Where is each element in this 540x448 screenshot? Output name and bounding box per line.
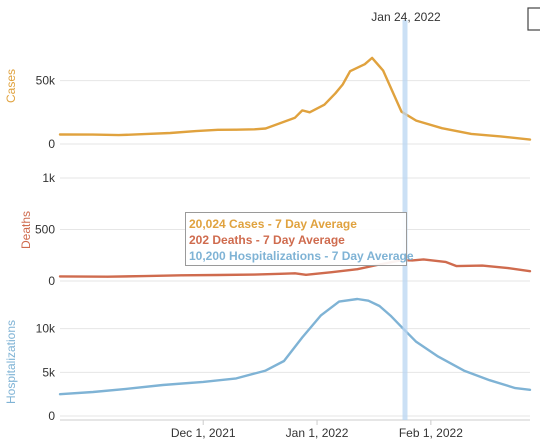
deaths-point-1 [106, 275, 109, 278]
cases-point-22 [415, 119, 418, 122]
hospitalizations-point-17 [437, 355, 440, 358]
hospitalizations-point-6 [264, 369, 267, 372]
cases-point-20 [382, 69, 384, 72]
deaths-point-4 [217, 274, 219, 276]
cases-point-9 [264, 127, 267, 130]
deaths-point-3 [180, 274, 183, 277]
cases-point-5 [195, 130, 197, 133]
x-tick-label-0: Dec 1, 2021 [171, 426, 236, 440]
cases-point-14 [323, 103, 326, 106]
cases-y-tick-1: 50k [36, 74, 56, 88]
hospitalizations-point-0 [59, 393, 61, 396]
tooltip-hospitalizations-line: 10,200 Hospitalizations - 7 Day Average [189, 249, 414, 263]
cases-point-11 [294, 116, 296, 119]
deaths-point-8 [305, 273, 307, 276]
hospitalizations-point-14 [389, 314, 392, 317]
x-tick-label-1: Jan 1, 2022 [286, 426, 349, 440]
hospitalizations-y-axis-label: Hospitalizations [4, 320, 18, 404]
hospitalizations-point-12 [367, 299, 370, 302]
deaths-point-13 [411, 259, 414, 262]
cases-point-0 [59, 133, 61, 136]
axis-layer: 0 50k Cases 0 500 1k Deaths 0 5k 10k Hospitalizati… [4, 69, 530, 440]
cases-series-line [58, 56, 532, 141]
cases-point-24 [470, 133, 473, 135]
cases-point-18 [363, 63, 366, 66]
hospitalizations-point-19 [488, 379, 491, 382]
hospitalizations-point-20 [514, 387, 517, 389]
menu-button[interactable] [527, 7, 540, 31]
hospitalizations-point-21 [529, 388, 531, 391]
hospitalizations-point-9 [319, 314, 322, 317]
hospitalizations-point-5 [235, 377, 238, 380]
cases-point-10 [279, 122, 282, 124]
deaths-point-9 [330, 271, 333, 274]
deaths-y-tick-0: 0 [48, 274, 55, 288]
tooltip-cases-line: 20,024 Cases - 7 Day Average [189, 217, 357, 231]
deaths-point-6 [279, 272, 282, 275]
crosshair-label: Jan 24, 2022 [371, 10, 441, 24]
cases-point-7 [235, 128, 238, 131]
deaths-point-7 [294, 272, 296, 275]
hospitalizations-point-8 [301, 336, 304, 339]
deaths-point-19 [529, 270, 531, 273]
hospitalizations-series-line [58, 297, 532, 396]
hospitalizations-point-2 [125, 388, 127, 390]
grid-layer [60, 80, 530, 417]
hospitalizations-point-11 [356, 298, 359, 300]
hospitalizations-point-10 [338, 300, 340, 303]
cases-point-15 [334, 92, 337, 95]
tooltip-box [185, 212, 407, 266]
cases-point-23 [441, 127, 443, 130]
deaths-point-10 [356, 268, 359, 271]
cases-point-17 [349, 70, 351, 73]
cases-point-16 [341, 83, 344, 86]
cases-y-axis-label: Cases [4, 69, 18, 103]
hospitalizations-point-13 [378, 305, 381, 307]
deaths-point-17 [481, 264, 484, 267]
hospitalizations-point-4 [202, 381, 205, 383]
deaths-y-axis-label: Deaths [19, 211, 33, 249]
hospitalizations-point-7 [283, 360, 285, 362]
hospitalizations-point-1 [92, 391, 94, 393]
series-layer [58, 56, 532, 396]
cases-point-1 [92, 133, 94, 136]
cases-point-8 [253, 128, 256, 131]
hospitalizations-y-tick-0: 0 [48, 409, 55, 423]
cases-point-3 [143, 133, 146, 136]
deaths-y-tick-2: 1k [42, 171, 56, 185]
tooltip-deaths-line: 202 Deaths - 7 Day Average [189, 233, 345, 247]
cases-point-2 [117, 134, 120, 137]
hospitalizations-y-tick-1: 5k [42, 365, 56, 379]
cases-point-13 [308, 111, 311, 114]
cases-point-4 [169, 132, 172, 134]
hospitalizations-point-15 [400, 326, 403, 328]
cases-point-12 [301, 109, 304, 112]
deaths-y-tick-1: 500 [35, 223, 55, 237]
cases-point-6 [217, 128, 219, 131]
hospitalizations-point-16 [415, 340, 418, 343]
deaths-point-2 [143, 275, 146, 277]
hospitalizations-y-tick-2: 10k [36, 322, 56, 336]
deaths-point-14 [422, 258, 425, 261]
deaths-point-0 [59, 275, 61, 278]
tooltip: 20,024 Cases - 7 Day Average 202 Deaths … [185, 212, 414, 266]
cases-point-19 [371, 57, 373, 59]
hospitalizations-point-3 [161, 384, 164, 386]
deaths-point-16 [455, 265, 458, 267]
deaths-point-15 [444, 261, 447, 263]
cases-point-25 [499, 135, 502, 138]
cases-point-26 [529, 138, 531, 141]
deaths-point-5 [253, 273, 256, 276]
deaths-point-18 [507, 267, 509, 269]
deaths-series-line [58, 258, 532, 278]
hospitalizations-point-18 [463, 369, 465, 372]
cases-point-21 [400, 110, 403, 113]
cases-y-tick-0: 0 [48, 137, 55, 151]
x-tick-label-2: Feb 1, 2022 [399, 426, 463, 440]
